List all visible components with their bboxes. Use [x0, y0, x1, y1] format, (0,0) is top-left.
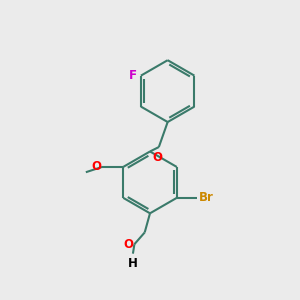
Text: O: O [91, 160, 101, 173]
Text: F: F [129, 69, 137, 82]
Text: Br: Br [199, 191, 214, 204]
Text: O: O [153, 151, 163, 164]
Text: H: H [128, 256, 138, 270]
Text: O: O [123, 238, 133, 251]
